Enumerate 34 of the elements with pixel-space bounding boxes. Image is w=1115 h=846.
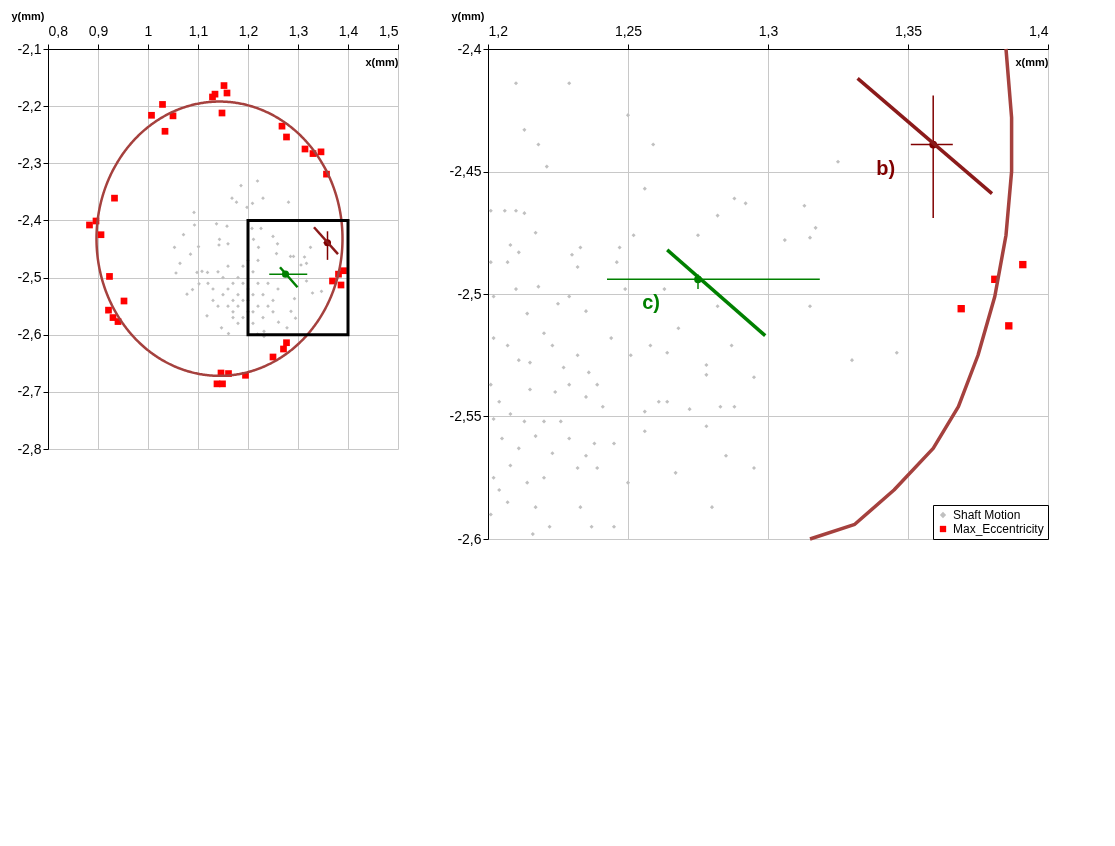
y-tick-label: -2,4	[17, 211, 42, 228]
x-tick-label: 1	[144, 22, 153, 39]
y-tick-label: -2,55	[449, 408, 482, 424]
y-tick-label: -2,6	[457, 530, 482, 547]
x-axis-title: x(mm)	[365, 55, 399, 68]
y-tick-label: -2,1	[17, 40, 42, 57]
x-tick-label: 1,5	[379, 22, 399, 39]
annotation: c)	[642, 291, 660, 314]
legend-label: Max_Eccentricity	[953, 522, 1044, 536]
y-tick-label: -2,45	[449, 163, 482, 179]
y-axis-title: y(mm)	[11, 9, 45, 22]
x-tick-label: 1,25	[614, 22, 643, 39]
x-tick-label: 1,4	[338, 22, 359, 39]
x-tick-label: 1,1	[188, 22, 209, 39]
y-tick-label: -2,7	[17, 383, 42, 400]
y-tick-label: -2,3	[17, 154, 42, 171]
x-tick-label: 0,9	[88, 22, 109, 39]
x-axis-title: x(mm)	[1015, 55, 1049, 68]
y-tick-label: -2,8	[17, 440, 42, 457]
x-tick-label: 1,3	[288, 22, 309, 39]
x-tick-label: 1,2	[488, 22, 509, 39]
legend-label: Shaft Motion	[953, 508, 1021, 522]
x-tick-label: 0,8	[48, 22, 69, 39]
y-tick-label: -2,2	[17, 97, 42, 114]
y-tick-label: -2,5	[17, 269, 42, 286]
x-tick-label: 1,2	[238, 22, 259, 39]
x-tick-label: 1,4	[1029, 22, 1049, 39]
y-axis-title: y(mm)	[451, 9, 485, 22]
annotation: b)	[876, 156, 896, 179]
y-tick-label: -2,6	[17, 326, 42, 343]
x-tick-label: 1,35	[894, 22, 923, 39]
y-tick-label: -2,4	[457, 40, 482, 57]
y-tick-label: -2,5	[457, 285, 482, 302]
x-tick-label: 1,3	[758, 22, 779, 39]
